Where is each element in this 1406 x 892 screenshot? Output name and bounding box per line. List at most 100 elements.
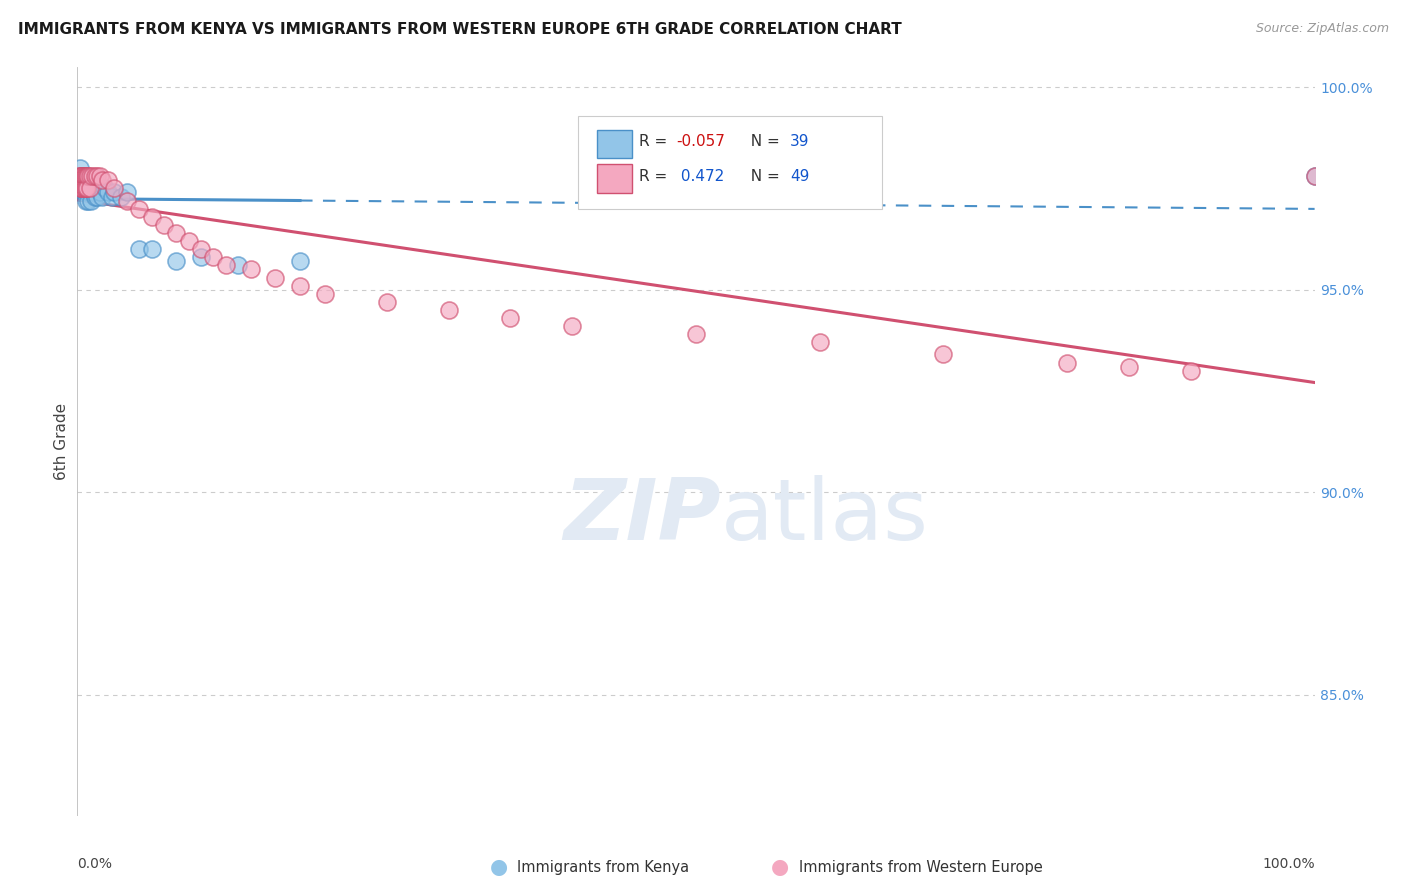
Point: [110, 189, 132, 203]
Text: -0.057: -0.057: [676, 135, 725, 149]
Text: 49: 49: [790, 169, 810, 184]
Point: [72, 181, 94, 195]
Point: [72, 181, 94, 195]
Point: [89, 186, 111, 200]
Point: [375, 294, 398, 309]
Text: ●: ●: [491, 857, 508, 877]
Point: [75, 194, 97, 208]
Point: [190, 250, 212, 264]
Point: [73, 181, 96, 195]
Point: [93, 181, 115, 195]
Point: [72, 169, 94, 184]
Point: [72, 186, 94, 200]
Point: [499, 311, 522, 326]
Point: [69, 181, 91, 195]
Text: IMMIGRANTS FROM KENYA VS IMMIGRANTS FROM WESTERN EUROPE 6TH GRADE CORRELATION CH: IMMIGRANTS FROM KENYA VS IMMIGRANTS FROM…: [18, 22, 903, 37]
Point: [202, 250, 225, 264]
Point: [91, 189, 114, 203]
Point: [808, 335, 831, 350]
Point: [73, 173, 96, 187]
Point: [314, 286, 336, 301]
Point: [82, 181, 104, 195]
Point: [77, 194, 100, 208]
Point: [128, 202, 150, 216]
FancyBboxPatch shape: [598, 130, 631, 158]
Point: [82, 186, 104, 200]
Point: [76, 186, 98, 200]
Point: [1118, 359, 1140, 374]
Point: [72, 169, 94, 184]
Point: [70, 181, 93, 195]
Point: [79, 173, 101, 187]
Point: [141, 210, 163, 224]
Point: [190, 242, 212, 256]
Point: [77, 169, 100, 184]
Point: [141, 242, 163, 256]
Point: [73, 169, 96, 184]
Text: N =: N =: [741, 169, 785, 184]
Point: [75, 181, 97, 195]
Text: 39: 39: [790, 135, 810, 149]
Point: [1303, 169, 1326, 184]
Point: [73, 186, 96, 200]
Point: [76, 181, 98, 195]
Point: [80, 194, 103, 208]
Point: [79, 169, 101, 184]
Point: [84, 181, 107, 195]
Point: [83, 189, 105, 203]
Point: [226, 258, 249, 272]
Point: [79, 186, 101, 200]
Point: [264, 270, 287, 285]
Point: [72, 169, 94, 184]
Point: [561, 319, 583, 334]
Point: [76, 169, 98, 184]
Point: [70, 169, 93, 184]
Point: [76, 173, 98, 187]
Point: [103, 186, 125, 200]
Point: [215, 258, 238, 272]
Text: ZIP: ZIP: [562, 475, 721, 558]
Point: [97, 173, 120, 187]
Point: [932, 347, 955, 361]
Point: [685, 327, 707, 342]
Text: Immigrants from Western Europe: Immigrants from Western Europe: [799, 860, 1042, 874]
Text: ●: ●: [772, 857, 789, 877]
Point: [80, 178, 103, 192]
Point: [86, 169, 108, 184]
Point: [70, 181, 93, 195]
Point: [67, 169, 90, 184]
Point: [75, 178, 97, 192]
Point: [82, 169, 104, 184]
Point: [165, 254, 187, 268]
Point: [288, 278, 311, 293]
Point: [115, 194, 138, 208]
Point: [75, 169, 97, 184]
Point: [128, 242, 150, 256]
Point: [69, 161, 91, 176]
Text: N =: N =: [741, 135, 785, 149]
Text: 0.0%: 0.0%: [77, 857, 112, 871]
Point: [91, 173, 114, 187]
Text: R =: R =: [640, 135, 672, 149]
Point: [79, 181, 101, 195]
Text: R =: R =: [640, 169, 672, 184]
Text: Immigrants from Kenya: Immigrants from Kenya: [517, 860, 689, 874]
Point: [437, 302, 460, 317]
Point: [97, 186, 120, 200]
Point: [69, 169, 91, 184]
Point: [1180, 364, 1202, 378]
Point: [89, 169, 111, 184]
Text: atlas: atlas: [721, 475, 929, 558]
Point: [115, 186, 138, 200]
Point: [101, 189, 124, 203]
Point: [177, 234, 200, 248]
Point: [86, 189, 108, 203]
FancyBboxPatch shape: [578, 116, 882, 210]
Text: 0.472: 0.472: [676, 169, 724, 184]
Point: [239, 262, 262, 277]
Point: [153, 218, 176, 232]
Point: [77, 178, 100, 192]
Point: [72, 181, 94, 195]
Point: [70, 169, 93, 184]
Point: [1303, 169, 1326, 184]
